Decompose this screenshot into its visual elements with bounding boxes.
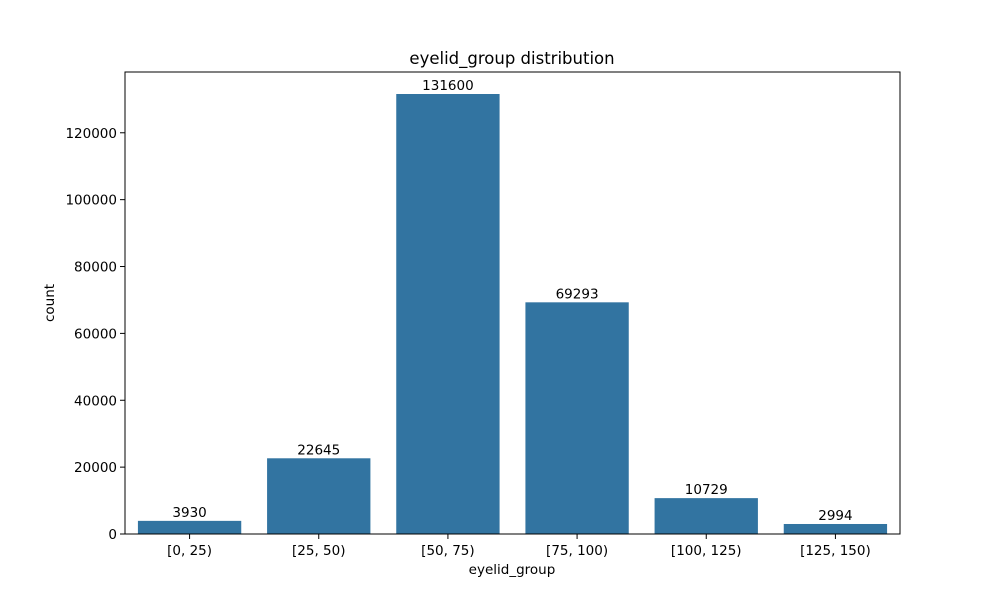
y-tick-label-3: 60000 [74, 326, 117, 342]
y-tick-label-2: 40000 [74, 393, 117, 409]
bar-value-label-0: 3930 [172, 505, 206, 521]
y-tick-label-6: 120000 [65, 126, 117, 142]
bar-1 [267, 458, 371, 534]
y-tick-label-5: 100000 [65, 193, 117, 209]
bar-0 [137, 520, 242, 534]
chart-title: eyelid_group distribution [409, 49, 614, 69]
x-axis-label: eyelid_group [469, 562, 556, 578]
bar-4 [654, 498, 758, 534]
x-tick-label-2: [50, 75) [421, 543, 474, 559]
x-tick-label-5: [125, 150) [800, 543, 871, 559]
y-tick-label-0: 0 [108, 527, 117, 543]
x-tick-label-4: [100, 125) [671, 543, 742, 559]
bar-value-label-2: 131600 [422, 78, 474, 94]
bar-value-label-5: 2994 [818, 508, 852, 524]
y-tick-label-4: 80000 [74, 260, 117, 276]
bar-5 [783, 523, 888, 534]
plot-area: 3930 22645 131600 69293 10729 2994 0 20000 40000… [65, 71, 901, 559]
y-tick-label-1: 20000 [74, 460, 117, 476]
x-tick-label-3: [75, 100) [546, 543, 608, 559]
bar-value-label-4: 10729 [685, 482, 728, 498]
bar-2 [396, 94, 500, 534]
x-tick-label-0: [0, 25) [167, 543, 212, 559]
x-tick-label-1: [25, 50) [292, 543, 345, 559]
bar-value-label-1: 22645 [297, 442, 340, 458]
bar-3 [525, 302, 629, 534]
plot-frame [124, 71, 901, 535]
bar-value-label-3: 69293 [556, 286, 599, 302]
y-axis-label: count [42, 284, 58, 322]
